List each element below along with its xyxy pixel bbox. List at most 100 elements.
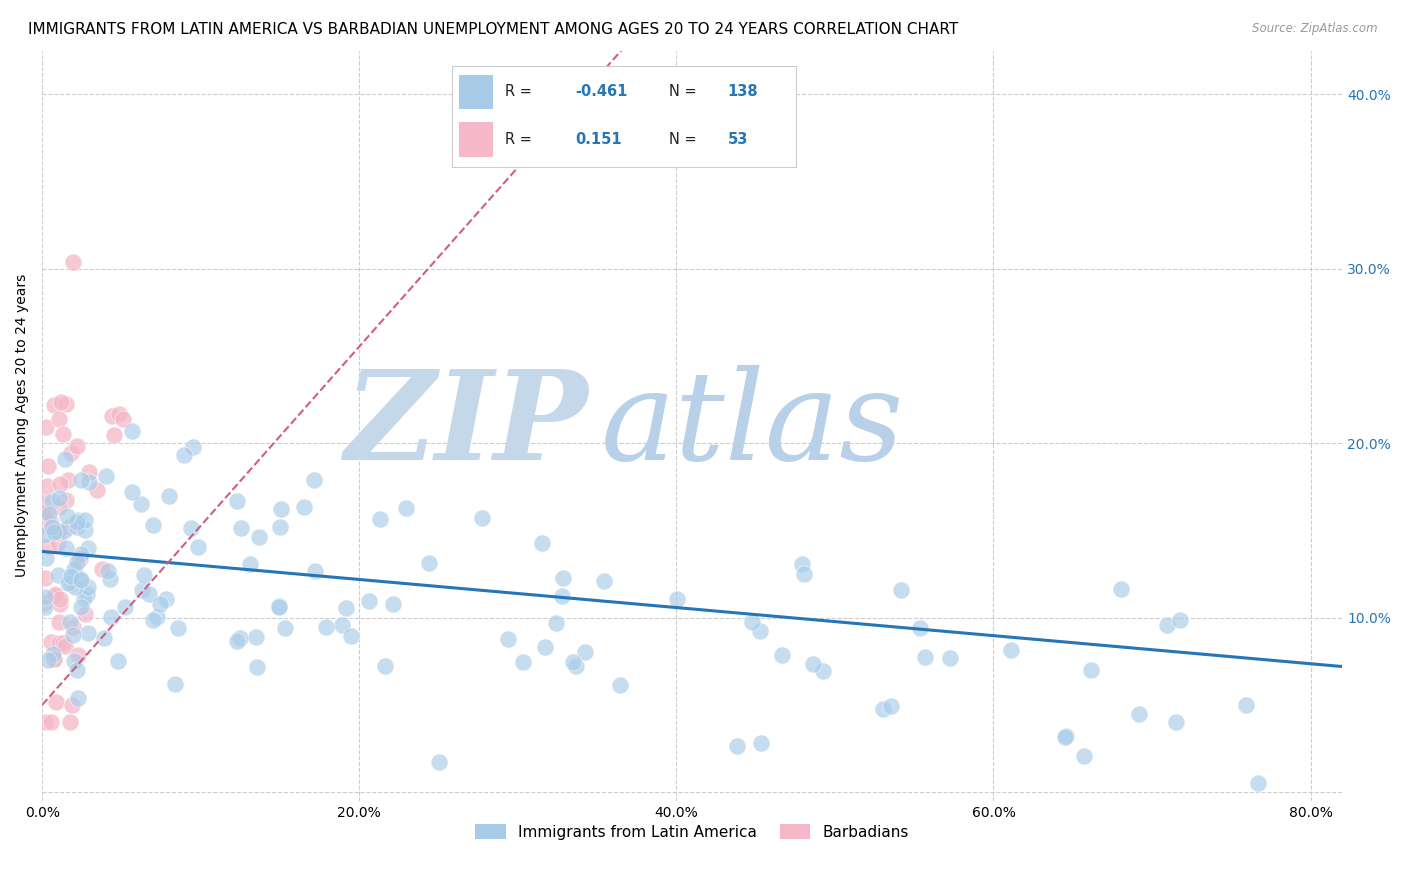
Point	[62, 565, 84, 579]
Point	[98, 572, 121, 586]
Point	[55, 508, 77, 523]
Point	[103, 427, 125, 442]
Point	[129, 497, 152, 511]
Point	[35, 504, 58, 518]
Point	[100, 610, 122, 624]
Point	[63, 654, 86, 668]
Point	[70, 548, 93, 562]
Point	[35, 551, 58, 566]
Point	[34, 715, 56, 730]
Point	[551, 589, 574, 603]
Point	[49, 477, 72, 491]
Point	[48, 491, 70, 505]
Point	[111, 412, 134, 426]
Point	[551, 571, 574, 585]
Point	[107, 654, 129, 668]
Point	[97, 564, 120, 578]
Point	[471, 511, 494, 525]
Point	[374, 659, 396, 673]
Point	[512, 655, 534, 669]
Point	[270, 502, 292, 516]
Point	[34, 494, 56, 508]
Point	[62, 628, 84, 642]
Point	[880, 698, 903, 713]
Point	[73, 607, 96, 622]
Point	[359, 594, 381, 608]
Point	[793, 566, 815, 581]
Point	[70, 573, 93, 587]
Point	[725, 739, 748, 753]
Point	[34, 419, 56, 434]
Point	[69, 572, 91, 586]
Point	[531, 536, 554, 550]
Point	[67, 513, 90, 527]
Point	[225, 493, 247, 508]
Point	[37, 539, 59, 553]
Point	[77, 626, 100, 640]
Point	[173, 448, 195, 462]
Point	[60, 698, 83, 713]
Point	[114, 600, 136, 615]
Point	[60, 577, 83, 591]
Point	[165, 677, 187, 691]
Point	[48, 615, 70, 629]
Point	[41, 520, 63, 534]
Point	[77, 541, 100, 556]
Point	[269, 520, 291, 534]
Point	[803, 657, 825, 671]
Point	[872, 702, 894, 716]
Point	[32, 596, 55, 610]
Point	[55, 397, 77, 411]
Point	[96, 468, 118, 483]
Point	[52, 636, 75, 650]
Point	[42, 652, 65, 666]
Point	[100, 409, 122, 423]
Point	[544, 616, 567, 631]
Point	[1080, 663, 1102, 677]
Point	[73, 591, 96, 606]
Point	[1234, 698, 1257, 713]
Text: ZIP: ZIP	[344, 365, 588, 486]
Point	[157, 489, 180, 503]
Point	[228, 631, 250, 645]
Point	[245, 630, 267, 644]
Point	[1000, 643, 1022, 657]
Point	[48, 500, 70, 514]
Point	[1109, 582, 1132, 596]
Point	[60, 569, 83, 583]
Point	[35, 506, 58, 520]
Point	[330, 617, 353, 632]
Point	[1073, 749, 1095, 764]
Point	[167, 621, 190, 635]
Point	[748, 624, 770, 638]
Point	[42, 647, 65, 661]
Point	[427, 756, 450, 770]
Point	[59, 446, 82, 460]
Point	[66, 515, 89, 529]
Point	[55, 493, 77, 508]
Point	[335, 601, 357, 615]
Point	[32, 528, 55, 542]
Point	[73, 513, 96, 527]
Point	[1128, 706, 1150, 721]
Point	[63, 580, 86, 594]
Point	[138, 587, 160, 601]
Point	[938, 650, 960, 665]
Point	[53, 524, 76, 538]
Point	[382, 597, 405, 611]
Point	[35, 519, 58, 533]
Point	[58, 473, 80, 487]
Point	[1156, 617, 1178, 632]
Point	[48, 411, 70, 425]
Point	[48, 526, 70, 541]
Point	[890, 582, 912, 597]
Point	[38, 508, 60, 522]
Point	[792, 558, 814, 572]
Point	[49, 597, 72, 611]
Point	[62, 620, 84, 634]
Point	[534, 640, 557, 655]
Point	[86, 483, 108, 497]
Point	[52, 427, 75, 442]
Point	[561, 655, 583, 669]
Point	[269, 600, 291, 615]
